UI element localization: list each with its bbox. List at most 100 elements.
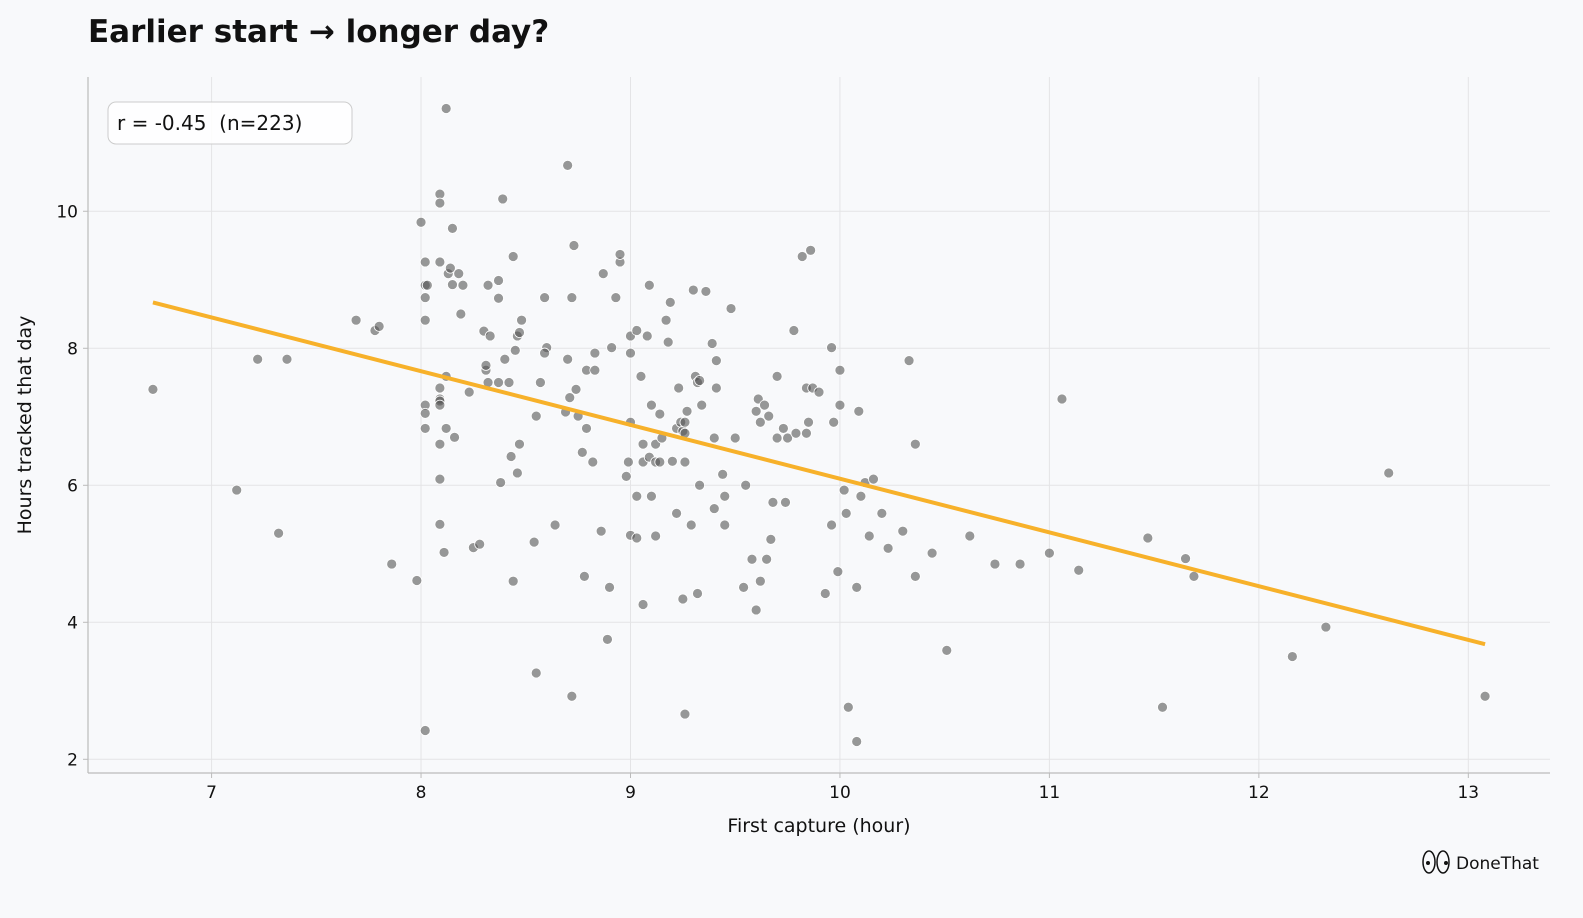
trend-line bbox=[152, 300, 1486, 647]
x-tick-label: 11 bbox=[1039, 783, 1061, 803]
point bbox=[717, 468, 729, 480]
point bbox=[421, 279, 433, 291]
point bbox=[622, 456, 634, 468]
point bbox=[643, 279, 655, 291]
point bbox=[444, 262, 456, 274]
point bbox=[610, 292, 622, 303]
point bbox=[419, 256, 431, 268]
point bbox=[909, 438, 921, 450]
point bbox=[780, 497, 791, 508]
point bbox=[419, 407, 431, 419]
point bbox=[738, 581, 749, 593]
point bbox=[514, 438, 525, 450]
point bbox=[664, 296, 676, 308]
point bbox=[826, 342, 837, 353]
x-tick-label: 8 bbox=[416, 783, 427, 803]
point bbox=[539, 292, 551, 303]
point bbox=[447, 279, 458, 290]
point bbox=[453, 268, 465, 280]
point bbox=[803, 416, 814, 428]
point bbox=[564, 392, 576, 403]
point bbox=[941, 644, 953, 656]
point bbox=[903, 355, 915, 367]
point bbox=[654, 408, 666, 420]
point bbox=[1073, 564, 1085, 576]
point bbox=[631, 325, 643, 336]
point bbox=[801, 427, 812, 439]
point bbox=[528, 536, 540, 548]
point bbox=[855, 490, 867, 502]
point bbox=[868, 473, 879, 485]
point bbox=[625, 347, 636, 359]
point bbox=[434, 188, 446, 200]
point bbox=[497, 193, 509, 205]
point bbox=[964, 530, 976, 542]
point bbox=[692, 588, 703, 599]
point bbox=[763, 410, 775, 422]
point bbox=[1286, 651, 1298, 662]
point bbox=[530, 410, 542, 422]
point bbox=[434, 382, 446, 394]
point bbox=[566, 292, 578, 303]
point bbox=[281, 353, 293, 365]
x-tick-label: 10 bbox=[829, 783, 851, 803]
point bbox=[411, 575, 423, 586]
point bbox=[438, 547, 450, 558]
point bbox=[579, 570, 590, 582]
point bbox=[838, 484, 850, 496]
chart-title: Earlier start → longer day? bbox=[88, 14, 549, 50]
point bbox=[706, 338, 718, 349]
point bbox=[415, 216, 427, 228]
y-tick-label: 2 bbox=[67, 750, 78, 770]
point bbox=[637, 599, 649, 610]
point bbox=[350, 314, 362, 326]
points bbox=[147, 103, 1491, 747]
point bbox=[754, 416, 766, 428]
point bbox=[549, 519, 561, 531]
point bbox=[696, 399, 708, 411]
point bbox=[493, 275, 504, 286]
point bbox=[650, 530, 662, 542]
point bbox=[597, 268, 609, 280]
point bbox=[788, 325, 800, 336]
annotation-box bbox=[107, 101, 353, 145]
point bbox=[1383, 467, 1395, 479]
point bbox=[493, 292, 504, 304]
point bbox=[419, 292, 431, 303]
point bbox=[771, 432, 783, 444]
x-tick-label: 12 bbox=[1248, 783, 1270, 803]
point bbox=[777, 423, 789, 434]
point bbox=[729, 432, 741, 444]
point bbox=[507, 575, 519, 587]
point bbox=[646, 399, 657, 411]
point bbox=[828, 416, 840, 428]
point bbox=[434, 438, 446, 450]
point bbox=[1180, 553, 1191, 564]
point bbox=[595, 525, 607, 537]
point bbox=[754, 575, 766, 587]
point bbox=[147, 383, 159, 395]
point bbox=[677, 593, 689, 605]
point bbox=[710, 382, 722, 394]
point bbox=[641, 330, 653, 342]
point bbox=[750, 405, 762, 417]
x-tick-label: 13 bbox=[1457, 783, 1479, 803]
point bbox=[989, 558, 1001, 570]
x-tick-label: 7 bbox=[206, 783, 217, 803]
point bbox=[637, 438, 649, 450]
point bbox=[1142, 532, 1154, 544]
point bbox=[819, 588, 831, 599]
point bbox=[771, 370, 783, 382]
point bbox=[740, 479, 752, 491]
point bbox=[535, 377, 546, 388]
point bbox=[679, 456, 691, 468]
point bbox=[511, 467, 523, 479]
point bbox=[882, 542, 894, 554]
point bbox=[434, 399, 446, 411]
brand: DoneThat bbox=[1456, 854, 1539, 874]
point bbox=[589, 347, 601, 359]
y-tick-label: 4 bbox=[67, 613, 78, 633]
point bbox=[834, 364, 846, 376]
grid bbox=[88, 77, 1550, 773]
